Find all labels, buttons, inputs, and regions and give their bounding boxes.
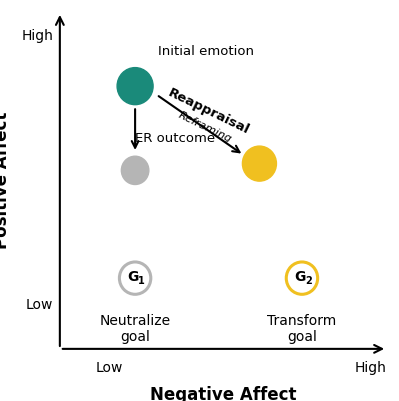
Text: G: G [127,270,139,284]
Text: Initial emotion: Initial emotion [158,45,254,57]
Text: Transform
goal: Transform goal [267,314,337,344]
Text: Low: Low [26,298,53,312]
Text: High: High [22,28,53,43]
Text: High: High [355,360,387,375]
Text: ER outcome: ER outcome [135,132,215,145]
Text: G: G [294,270,306,284]
Circle shape [117,68,153,105]
Text: 1: 1 [138,276,145,286]
Text: 2: 2 [305,276,312,286]
Text: Neutralize
goal: Neutralize goal [99,314,171,344]
Circle shape [121,156,149,184]
Text: Low: Low [95,360,122,375]
Circle shape [243,146,277,181]
Text: Negative Affect: Negative Affect [150,386,297,401]
Text: Reframing: Reframing [177,110,234,144]
Text: Positive Affect: Positive Affect [0,112,11,249]
Text: Reappraisal: Reappraisal [166,86,251,137]
